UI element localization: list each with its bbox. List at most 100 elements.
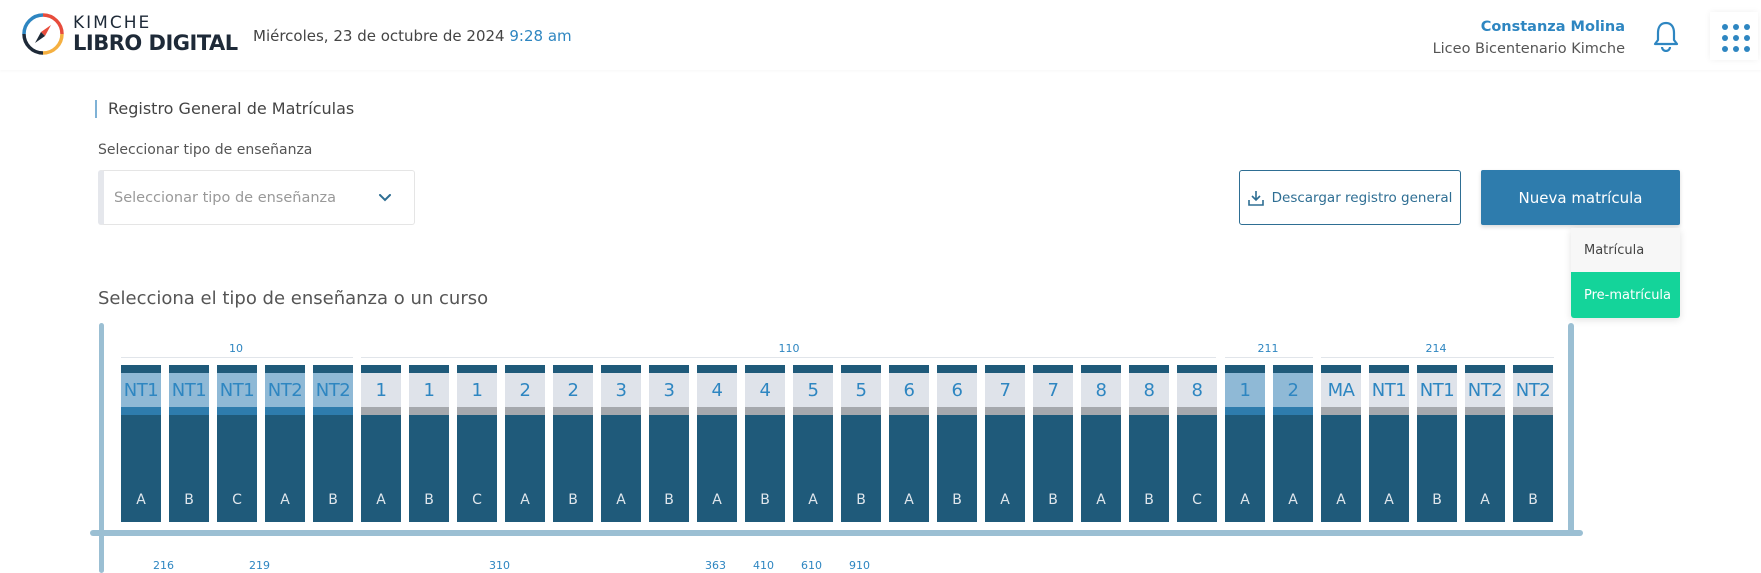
- course-card[interactable]: NT2 B: [1513, 365, 1553, 522]
- course-card-top: [361, 365, 401, 373]
- course-card-top: [1513, 365, 1553, 373]
- course-section-letter: A: [1240, 492, 1250, 508]
- course-card-top: [745, 365, 785, 373]
- title-accent-bar: [95, 100, 97, 118]
- course-card[interactable]: NT1 B: [169, 365, 209, 522]
- bell-icon[interactable]: [1651, 20, 1681, 52]
- course-level-label: 1: [1225, 373, 1265, 407]
- course-card-strip: [1369, 407, 1409, 415]
- current-date: Miércoles, 23 de octubre de 2024 9:28 am: [253, 27, 572, 45]
- enrollment-dropdown: Matrícula Pre-matrícula: [1571, 228, 1680, 318]
- course-card[interactable]: NT1 C: [217, 365, 257, 522]
- course-card-strip: [937, 407, 977, 415]
- course-card-top: [841, 365, 881, 373]
- course-card-strip: [169, 407, 209, 415]
- course-card-strip: [1513, 407, 1553, 415]
- course-card-strip: [265, 407, 305, 415]
- course-card-top: [793, 365, 833, 373]
- course-card-top: [1081, 365, 1121, 373]
- course-card[interactable]: NT2 A: [1465, 365, 1505, 522]
- course-card[interactable]: NT2 B: [313, 365, 353, 522]
- course-card-strip: [1225, 407, 1265, 415]
- course-card[interactable]: NT1 A: [121, 365, 161, 522]
- course-level-label: 6: [889, 373, 929, 407]
- course-level-label: 7: [1033, 373, 1073, 407]
- user-name: Constanza Molina: [1480, 19, 1625, 35]
- app-logo[interactable]: KIMCHE LIBRO DIGITAL: [21, 12, 238, 56]
- course-card[interactable]: NT2 A: [265, 365, 305, 522]
- course-section-letter: A: [1336, 492, 1346, 508]
- course-section-letter: A: [376, 492, 386, 508]
- course-level-label: NT2: [1465, 373, 1505, 407]
- course-card-strip: [697, 407, 737, 415]
- teaching-type-select[interactable]: Seleccionar tipo de enseñanza: [98, 170, 415, 225]
- course-card-strip: [121, 407, 161, 415]
- course-section-letter: A: [520, 492, 530, 508]
- course-section-letter: A: [280, 492, 290, 508]
- course-card-top: [889, 365, 929, 373]
- course-card-top: [1273, 365, 1313, 373]
- group-divider: [1321, 357, 1554, 358]
- course-level-label: 8: [1129, 373, 1169, 407]
- course-card-top: [1465, 365, 1505, 373]
- course-card-strip: [505, 407, 545, 415]
- course-card[interactable]: NT1 B: [1417, 365, 1457, 522]
- course-card-strip: [1177, 407, 1217, 415]
- time-text: 9:28 am: [509, 27, 572, 45]
- course-card-top: [985, 365, 1025, 373]
- group-label-110: 110: [778, 342, 800, 355]
- course-card-top: [697, 365, 737, 373]
- board-rail-left: [99, 323, 104, 573]
- course-card[interactable]: NT1 A: [1369, 365, 1409, 522]
- course-level-label: 8: [1177, 373, 1217, 407]
- course-card-strip: [1033, 407, 1073, 415]
- course-card-top: [1369, 365, 1409, 373]
- course-level-label: 6: [937, 373, 977, 407]
- dropdown-item-pre-matricula[interactable]: Pre-matrícula: [1571, 272, 1680, 318]
- course-level-label: 3: [649, 373, 689, 407]
- course-section-letter: B: [1432, 492, 1442, 508]
- user-info[interactable]: Constanza Molina Liceo Bicentenario Kimc…: [1433, 16, 1625, 60]
- dropdown-item-matricula[interactable]: Matrícula: [1571, 228, 1680, 272]
- course-card-top: [265, 365, 305, 373]
- course-level-label: 4: [745, 373, 785, 407]
- group-label-214: 214: [1425, 342, 1447, 355]
- course-section-letter: A: [616, 492, 626, 508]
- new-enrollment-button[interactable]: Nueva matrícula: [1481, 170, 1680, 225]
- course-card-strip: [553, 407, 593, 415]
- course-section-letter: A: [1384, 492, 1394, 508]
- compass-logo-icon: [22, 13, 64, 55]
- course-section-letter: A: [136, 492, 146, 508]
- download-register-button[interactable]: Descargar registro general: [1239, 170, 1461, 225]
- course-level-label: 2: [505, 373, 545, 407]
- course-card[interactable]: MA A: [1321, 365, 1361, 522]
- page-title: Registro General de Matrículas: [108, 99, 355, 118]
- apps-grid-icon[interactable]: [1710, 12, 1758, 60]
- course-level-label: NT1: [121, 373, 161, 407]
- course-level-label: NT1: [1369, 373, 1409, 407]
- bottom-group-label-410: 410: [753, 559, 774, 572]
- course-card-strip: [649, 407, 689, 415]
- board-rail-right: [1568, 323, 1574, 533]
- course-level-label: 5: [793, 373, 833, 407]
